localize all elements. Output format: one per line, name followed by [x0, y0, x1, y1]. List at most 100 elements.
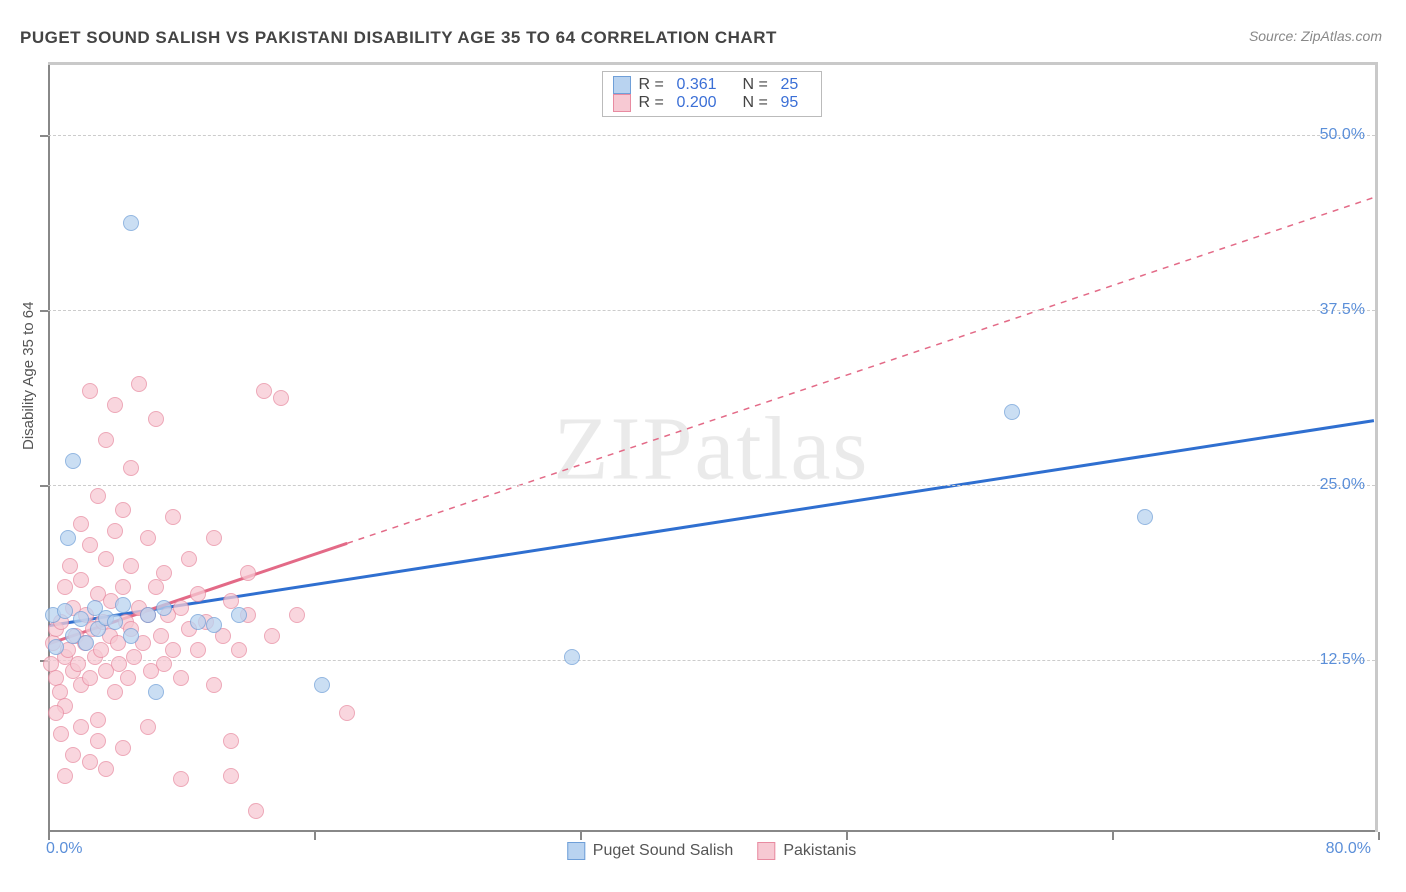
data-point: [173, 670, 189, 686]
r-value: 0.361: [677, 76, 735, 94]
data-point: [289, 607, 305, 623]
legend-item: Puget Sound Salish: [567, 842, 734, 860]
data-point: [120, 670, 136, 686]
data-point: [140, 607, 156, 623]
data-point: [53, 726, 69, 742]
y-tick: [40, 135, 48, 137]
legend-swatch: [757, 842, 775, 860]
data-point: [107, 397, 123, 413]
data-point: [90, 733, 106, 749]
r-label: R =: [639, 76, 669, 94]
data-point: [206, 677, 222, 693]
data-point: [98, 432, 114, 448]
r-value: 0.200: [677, 94, 735, 112]
y-tick-label: 50.0%: [1320, 126, 1365, 144]
data-point: [48, 639, 64, 655]
regression-lines: [48, 65, 1375, 832]
r-label: R =: [639, 94, 669, 112]
data-point: [156, 565, 172, 581]
data-point: [73, 611, 89, 627]
data-point: [173, 600, 189, 616]
data-point: [90, 712, 106, 728]
data-point: [190, 642, 206, 658]
data-point: [65, 747, 81, 763]
data-point: [190, 586, 206, 602]
data-point: [1004, 404, 1020, 420]
data-point: [82, 754, 98, 770]
data-point: [73, 516, 89, 532]
data-point: [339, 705, 355, 721]
n-value: 25: [781, 76, 811, 94]
data-point: [115, 740, 131, 756]
data-point: [240, 565, 256, 581]
data-point: [173, 771, 189, 787]
y-axis-label: Disability Age 35 to 64: [20, 302, 37, 450]
data-point: [223, 768, 239, 784]
x-tick: [1112, 832, 1114, 840]
data-point: [70, 656, 86, 672]
x-tick: [846, 832, 848, 840]
legend-swatch: [567, 842, 585, 860]
legend-item: Pakistanis: [757, 842, 856, 860]
correlation-legend: R =0.361N =25R =0.200N =95: [602, 71, 822, 117]
data-point: [90, 488, 106, 504]
x-tick: [580, 832, 582, 840]
data-point: [248, 803, 264, 819]
data-point: [156, 600, 172, 616]
data-point: [148, 684, 164, 700]
data-point: [126, 649, 142, 665]
data-point: [140, 530, 156, 546]
data-point: [78, 635, 94, 651]
y-tick-label: 25.0%: [1320, 476, 1365, 494]
data-point: [206, 617, 222, 633]
gridline: [48, 135, 1375, 136]
data-point: [153, 628, 169, 644]
data-point: [564, 649, 580, 665]
data-point: [231, 642, 247, 658]
data-point: [123, 628, 139, 644]
legend-row: R =0.200N =95: [613, 94, 811, 112]
data-point: [73, 572, 89, 588]
data-point: [82, 383, 98, 399]
n-label: N =: [743, 94, 773, 112]
x-axis-min-label: 0.0%: [46, 840, 82, 858]
source-label: Source: ZipAtlas.com: [1249, 28, 1382, 44]
data-point: [231, 607, 247, 623]
data-point: [98, 761, 114, 777]
x-axis-max-label: 80.0%: [1326, 840, 1371, 858]
data-point: [131, 376, 147, 392]
data-point: [264, 628, 280, 644]
data-point: [60, 530, 76, 546]
data-point: [314, 677, 330, 693]
data-point: [190, 614, 206, 630]
data-point: [62, 558, 78, 574]
legend-swatch: [613, 94, 631, 112]
y-tick-label: 37.5%: [1320, 301, 1365, 319]
series-legend: Puget Sound Salish Pakistanis: [567, 842, 856, 860]
n-label: N =: [743, 76, 773, 94]
data-point: [115, 502, 131, 518]
data-point: [107, 684, 123, 700]
chart-title: PUGET SOUND SALISH VS PAKISTANI DISABILI…: [20, 28, 777, 48]
gridline: [48, 485, 1375, 486]
data-point: [140, 719, 156, 735]
legend-row: R = 0.361 N = 25: [613, 76, 811, 94]
data-point: [82, 670, 98, 686]
data-point: [256, 383, 272, 399]
legend-label: Puget Sound Salish: [593, 842, 734, 860]
data-point: [1137, 509, 1153, 525]
data-point: [48, 705, 64, 721]
y-tick-label: 12.5%: [1320, 651, 1365, 669]
x-axis: [48, 830, 1375, 832]
gridline: [48, 310, 1375, 311]
data-point: [165, 642, 181, 658]
y-tick: [40, 485, 48, 487]
data-point: [123, 460, 139, 476]
data-point: [65, 453, 81, 469]
data-point: [93, 642, 109, 658]
data-point: [107, 523, 123, 539]
data-point: [165, 509, 181, 525]
data-point: [123, 558, 139, 574]
x-tick: [1378, 832, 1380, 840]
data-point: [57, 579, 73, 595]
